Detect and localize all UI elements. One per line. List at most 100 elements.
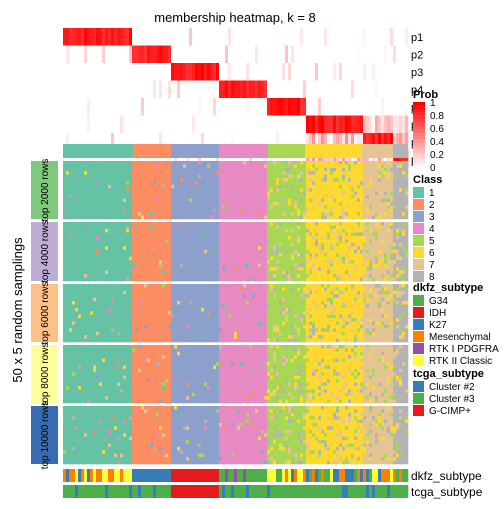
- prob-cell: [162, 63, 166, 81]
- membership-cell: [288, 263, 292, 268]
- membership-cell: [72, 201, 76, 206]
- prob-cell: [117, 150, 121, 168]
- prob-cell: [96, 28, 100, 46]
- membership-cell: [63, 212, 67, 216]
- membership-cell: [216, 178, 220, 182]
- membership-cell: [87, 208, 91, 213]
- membership-cell: [402, 232, 406, 237]
- prob-cell: [276, 63, 280, 81]
- membership-cell: [327, 277, 331, 282]
- membership-cell: [78, 191, 82, 196]
- membership-cell: [210, 277, 214, 282]
- class-bar-segment: [63, 144, 133, 158]
- prob-cell: [132, 80, 136, 98]
- prob-cell: [153, 133, 157, 151]
- membership-cell: [138, 239, 142, 244]
- membership-cell: [348, 267, 352, 271]
- membership-cell: [81, 161, 85, 165]
- membership-cell: [231, 167, 235, 172]
- prob-cell: [351, 28, 355, 46]
- prob-cell: [111, 150, 115, 168]
- membership-cell: [255, 256, 259, 261]
- membership-cell: [135, 212, 139, 216]
- membership-cell: [84, 215, 88, 220]
- membership-cell: [168, 181, 172, 186]
- membership-cell: [75, 249, 79, 254]
- membership-cell: [360, 239, 364, 244]
- prob-cell: [105, 98, 109, 116]
- membership-cell: [294, 201, 298, 206]
- prob-cell: [279, 98, 283, 116]
- membership-cell: [321, 256, 325, 261]
- membership-cell: [213, 208, 217, 213]
- membership-cell: [153, 208, 157, 213]
- membership-cell: [369, 263, 373, 268]
- prob-cell: [372, 150, 376, 168]
- membership-cell: [324, 161, 328, 165]
- membership-cell: [267, 239, 271, 244]
- prob-cell: [345, 80, 349, 98]
- membership-cell: [144, 260, 148, 264]
- prob-cell: [147, 63, 151, 81]
- membership-cell: [138, 212, 142, 216]
- prob-cell: [348, 98, 352, 116]
- membership-cell: [324, 171, 328, 175]
- membership-cell: [147, 171, 151, 175]
- membership-cell: [264, 195, 268, 199]
- membership-cell: [276, 191, 280, 196]
- membership-cell: [318, 181, 322, 186]
- membership-cell: [336, 263, 340, 268]
- membership-cell: [198, 274, 202, 278]
- prob-cell: [360, 150, 364, 168]
- membership-cell: [168, 195, 172, 199]
- membership-cell: [243, 201, 247, 206]
- membership-cell: [102, 222, 106, 226]
- membership-cell: [177, 215, 181, 220]
- membership-cell: [108, 228, 112, 233]
- prob-cell: [96, 133, 100, 151]
- membership-cell: [246, 232, 250, 237]
- prob-cell: [378, 115, 382, 133]
- membership-cell: [273, 191, 277, 196]
- membership-cell: [153, 222, 157, 226]
- membership-cell: [240, 191, 244, 196]
- membership-cell: [393, 270, 397, 275]
- membership-cell: [153, 198, 157, 203]
- prob-cell: [240, 45, 244, 63]
- membership-cell: [366, 164, 370, 169]
- membership-cell: [120, 212, 124, 216]
- prob-cell: [78, 45, 82, 63]
- membership-cell: [69, 267, 73, 271]
- membership-cell: [309, 225, 313, 230]
- membership-cell: [204, 188, 208, 192]
- membership-cell: [126, 277, 130, 282]
- membership-cell: [189, 191, 193, 196]
- membership-cell: [75, 222, 79, 226]
- membership-cell: [405, 178, 409, 182]
- membership-cell: [261, 235, 265, 240]
- membership-cell: [378, 212, 382, 216]
- membership-cell: [168, 171, 172, 175]
- membership-cell: [297, 178, 301, 182]
- membership-cell: [117, 195, 121, 199]
- membership-cell: [303, 267, 307, 271]
- prob-cell: [213, 133, 217, 151]
- membership-cell: [351, 270, 355, 275]
- membership-cell: [279, 215, 283, 220]
- prob-cell: [159, 80, 163, 98]
- membership-cell: [267, 215, 271, 220]
- prob-cell: [348, 80, 352, 98]
- membership-cell: [213, 263, 217, 268]
- membership-cell: [168, 208, 172, 213]
- membership-cell: [135, 274, 139, 278]
- membership-cell: [81, 228, 85, 233]
- prob-cell: [393, 80, 397, 98]
- membership-cell: [381, 212, 385, 216]
- membership-cell: [384, 239, 388, 244]
- membership-cell: [375, 232, 379, 237]
- membership-cell: [231, 164, 235, 169]
- membership-cell: [252, 164, 256, 169]
- membership-cell: [306, 270, 310, 275]
- membership-cell: [96, 246, 100, 251]
- membership-cell: [390, 191, 394, 196]
